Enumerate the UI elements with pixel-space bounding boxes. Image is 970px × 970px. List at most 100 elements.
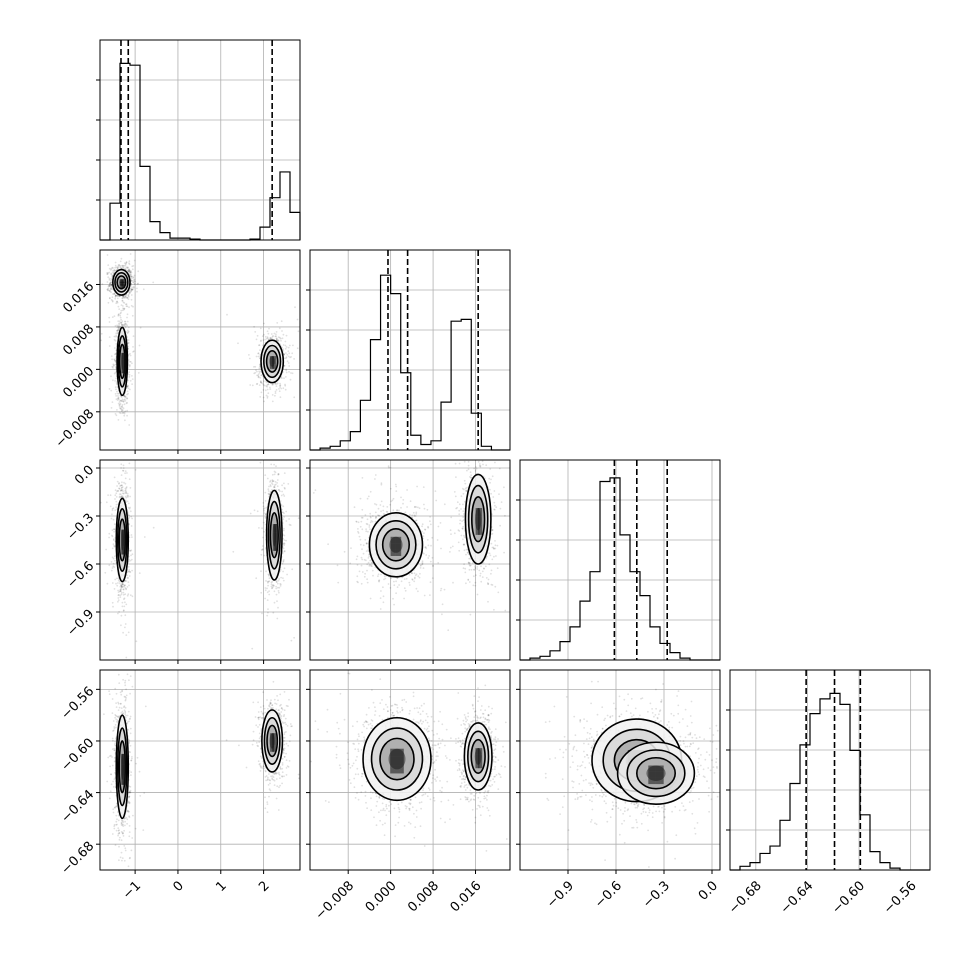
scatter-point (122, 295, 124, 298)
scatter-point (280, 503, 283, 506)
scatter-point (264, 335, 267, 338)
scatter-point (114, 393, 117, 395)
scatter-point (126, 401, 128, 404)
scatter-point (260, 339, 262, 342)
scatter-point (242, 456, 244, 458)
scatter-point (137, 282, 140, 285)
scatter-point (125, 496, 128, 499)
scatter-point (117, 591, 120, 593)
scatter-point (133, 280, 136, 282)
scatter-point (113, 727, 116, 730)
scatter-point (260, 374, 262, 377)
scatter-point (131, 268, 134, 271)
scatter-point (115, 302, 118, 305)
scatter-point (128, 374, 131, 376)
scatter-point (277, 336, 280, 339)
scatter-point (275, 389, 278, 391)
scatter-point (288, 365, 291, 367)
histogram-2 (520, 477, 720, 661)
scatter-point (128, 376, 131, 378)
scatter-point (130, 277, 133, 279)
scatter-point (125, 714, 127, 717)
scatter-point (303, 574, 305, 576)
scatter-point (115, 718, 118, 721)
scatter-point (272, 480, 275, 482)
scatter-point (261, 527, 263, 530)
scatter-point (283, 364, 286, 367)
scatter-point (124, 711, 127, 714)
scatter-point (263, 333, 265, 336)
scatter-point (121, 405, 123, 408)
scatter-point (114, 489, 117, 492)
scatter-point (121, 486, 124, 488)
scatter-point (276, 485, 279, 488)
scatter-point (278, 489, 280, 491)
scatter-point (260, 553, 263, 556)
scatter-point (262, 502, 265, 504)
scatter-point (118, 487, 120, 490)
scatter-point (129, 352, 131, 355)
scatter-point (128, 270, 131, 272)
scatter-point (125, 296, 128, 299)
scatter-point (112, 557, 115, 560)
scatter-point (129, 495, 132, 498)
scatter-point (266, 384, 269, 386)
scatter-point (123, 411, 126, 414)
scatter-point (281, 552, 284, 554)
scatter-point (112, 539, 115, 542)
scatter-point (126, 500, 129, 503)
scatter-point (121, 605, 124, 608)
scatter-point (297, 330, 300, 333)
scatter-point (122, 583, 124, 586)
scatter-point (113, 760, 116, 763)
scatter-point (110, 269, 112, 271)
scatter-point (110, 284, 113, 286)
density-core (122, 529, 127, 538)
scatter-point (113, 372, 116, 375)
scatter-point (275, 465, 277, 468)
panel-frame (99, 459, 301, 661)
scatter-point (117, 594, 120, 597)
scatter-point (119, 399, 122, 402)
scatter-point (113, 806, 116, 809)
scatter-point (108, 297, 111, 300)
scatter-point (115, 496, 118, 498)
scatter-point (112, 267, 114, 269)
scatter-point (259, 376, 262, 379)
scatter-point (124, 470, 127, 472)
scatter-point (259, 461, 262, 464)
scatter-point (284, 383, 286, 386)
scatter-point (114, 294, 117, 297)
scatter-point (127, 570, 129, 573)
scatter-point (108, 316, 111, 319)
scatter-point (267, 332, 270, 335)
scatter-point (285, 371, 288, 374)
scatter-point (118, 308, 121, 310)
scatter-point (262, 508, 265, 510)
scatter-point (274, 481, 277, 483)
scatter-point (124, 410, 127, 413)
scatter-point (112, 729, 115, 732)
pair-content (100, 456, 305, 660)
scatter-point (106, 281, 109, 283)
scatter-point (271, 473, 274, 476)
scatter-point (127, 339, 130, 341)
scatter-point (121, 495, 124, 498)
scatter-point (226, 313, 228, 316)
scatter-point (110, 287, 112, 290)
scatter-point (114, 261, 117, 264)
scatter-point (119, 404, 121, 406)
scatter-point (115, 343, 118, 345)
scatter-point (293, 636, 295, 639)
scatter-point (121, 832, 124, 835)
scatter-point (122, 835, 125, 837)
scatter-point (95, 280, 97, 282)
scatter-point (267, 492, 270, 495)
scatter-point (129, 271, 132, 273)
scatter-point (133, 259, 136, 262)
scatter-point (116, 332, 119, 334)
scatter-point (126, 586, 129, 588)
scatter-point (262, 396, 265, 399)
scatter-point (133, 283, 136, 285)
scatter-point (115, 332, 118, 335)
